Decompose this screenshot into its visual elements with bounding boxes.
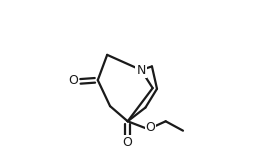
Text: O: O: [146, 121, 155, 134]
Text: O: O: [68, 74, 78, 87]
Text: N: N: [137, 63, 146, 76]
Text: O: O: [123, 136, 133, 149]
